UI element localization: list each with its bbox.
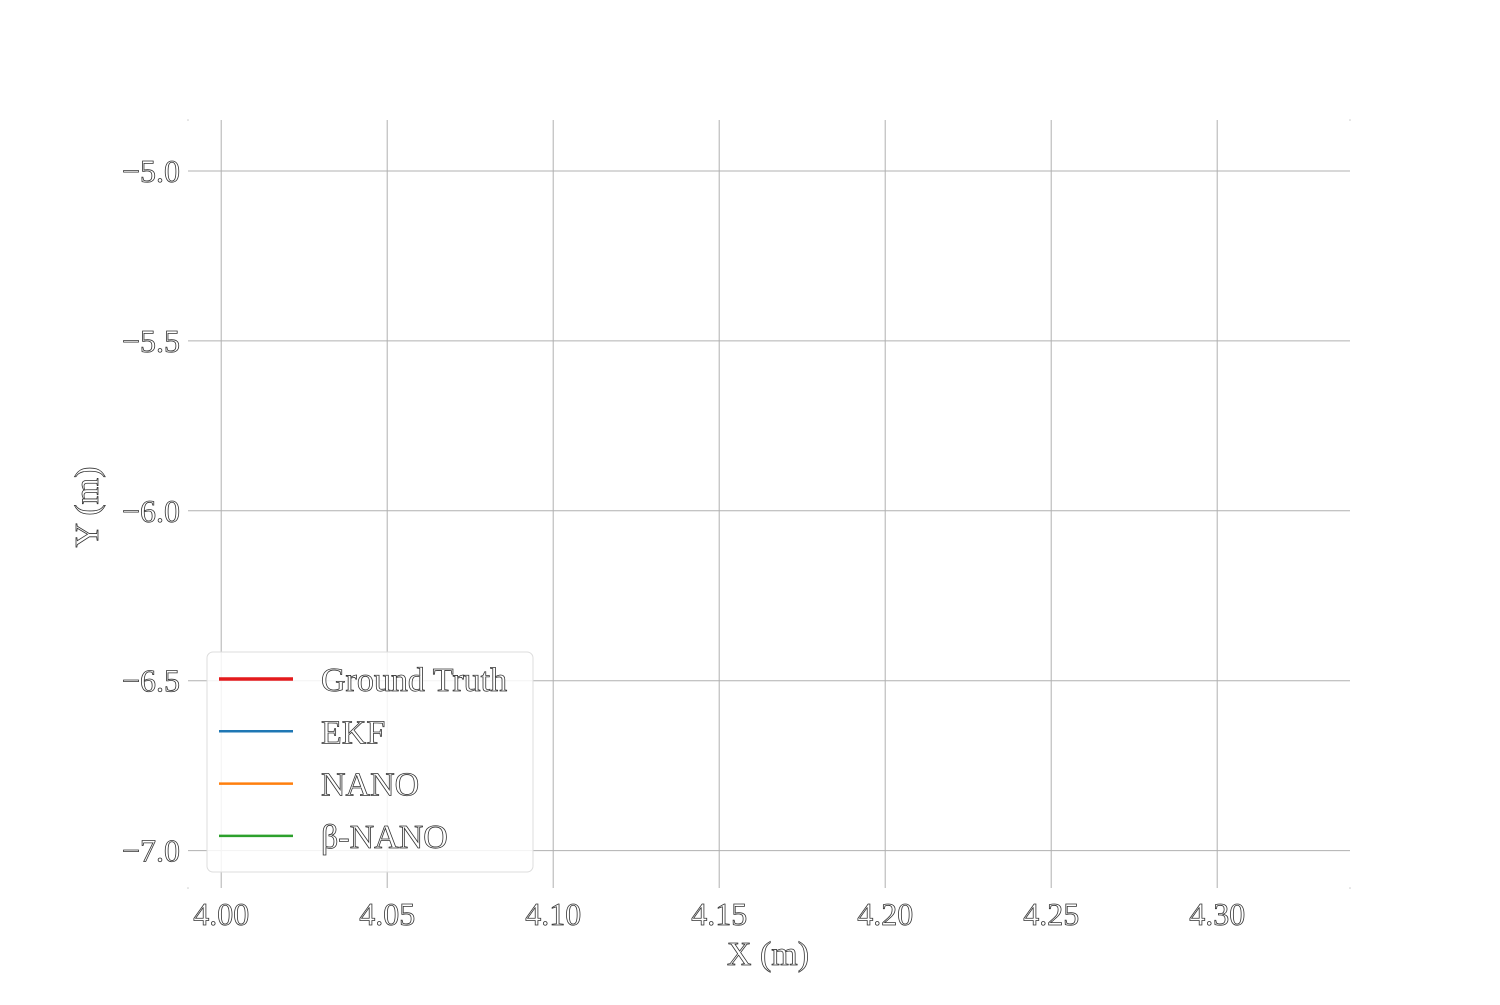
grid-layer	[187, 119, 1351, 889]
y-tick-label: −6.5	[122, 663, 180, 699]
y-tick-label: −5.5	[122, 323, 180, 359]
x-tick-label: 4.05	[359, 896, 415, 932]
axes-corner-dot	[187, 887, 189, 889]
legend-label: EKF	[321, 714, 385, 751]
axes-corner-dot	[187, 119, 189, 121]
y-tick-label: −5.0	[122, 153, 180, 189]
axes-corner-dot	[1349, 119, 1351, 121]
tick-layer: 4.00 4.05 4.10 4.15 4.20 4.25 4.30 −5.0 −5.5 −6.0…	[122, 153, 1246, 933]
x-tick-label: 4.10	[525, 896, 581, 932]
legend-label: NANO	[321, 767, 419, 804]
x-tick-label: 4.20	[857, 896, 913, 932]
y-tick-label: −6.0	[122, 493, 180, 529]
legend-label: β-NANO	[321, 819, 448, 856]
y-axis-label: Y (m)	[69, 467, 106, 548]
x-tick-label: 4.15	[691, 896, 747, 932]
axes-corner-dot	[1349, 887, 1351, 889]
x-tick-label: 4.25	[1023, 896, 1079, 932]
legend-frame	[206, 651, 534, 873]
y-tick-label: −7.0	[122, 833, 180, 869]
legend: Ground Truth EKF NANO β-NANO	[206, 651, 534, 873]
x-axis-label: X (m)	[727, 936, 809, 973]
x-tick-label: 4.30	[1189, 896, 1245, 932]
legend-label: Ground Truth	[321, 662, 507, 699]
legend-entries: Ground Truth EKF NANO β-NANO	[219, 662, 508, 856]
x-tick-label: 4.00	[193, 896, 249, 932]
